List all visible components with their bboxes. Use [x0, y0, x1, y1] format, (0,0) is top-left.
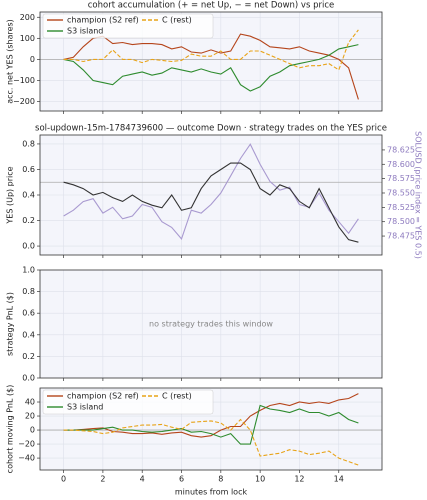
x-tick-label: 12 [294, 475, 304, 484]
y-tick-label: 0.6 [22, 165, 35, 174]
y-tick-label: 0.0 [22, 242, 35, 251]
y-tick-label: −40 [18, 454, 35, 463]
series-line [63, 404, 359, 445]
y-tick-label: 1.0 [22, 266, 35, 275]
y-tick-label: 0.8 [22, 139, 35, 148]
y-axis-label: YES (Up) price [6, 166, 15, 224]
y-tick-label: 0.4 [22, 330, 35, 339]
y-tick-label: 0 [30, 55, 35, 64]
y-axis-label: acc. net YES (shares) [6, 19, 15, 104]
y2-tick-label: 78.500 [387, 217, 415, 226]
y2-axis-label: SOLUSD (price index = YES 0.5) [414, 131, 423, 259]
y2-tick-label: 78.625 [387, 145, 415, 154]
y-tick-label: 0.6 [22, 309, 35, 318]
legend-label: C (rest) [162, 392, 192, 401]
y-tick-label: 20 [25, 412, 35, 421]
y-tick-label: 0.2 [22, 216, 35, 225]
legend-box [42, 13, 214, 39]
legend-label: champion (S2 ref) [67, 16, 139, 25]
x-tick-label: 4 [140, 475, 145, 484]
legend-label: champion (S2 ref) [67, 392, 139, 401]
x-axis-label: minutes from lock [175, 488, 248, 497]
x-tick-label: 2 [100, 475, 105, 484]
plot-area [40, 270, 382, 378]
y2-tick-label: 78.575 [387, 174, 415, 183]
panel-title: sol-updown-15m-1784739600 — outcome Down… [35, 124, 387, 134]
y-tick-label: 0 [30, 426, 35, 435]
legend-label: S3 island [67, 27, 103, 36]
series-line [63, 393, 359, 438]
legend-label: C (rest) [162, 16, 192, 25]
x-tick-label: 6 [179, 475, 184, 484]
y2-tick-label: 78.525 [387, 203, 415, 212]
plot-frame [39, 134, 383, 256]
y2-tick-label: 78.600 [387, 160, 415, 169]
y-tick-label: 40 [25, 398, 35, 407]
legend-label: S3 island [67, 403, 103, 412]
y2-tick-label: 78.475 [387, 232, 415, 241]
y-tick-label: −20 [18, 440, 35, 449]
series-line [63, 418, 359, 466]
plot-frame [39, 269, 383, 379]
y-axis-label: cohort moving PnL ($) [6, 385, 15, 474]
y-tick-label: 100 [20, 34, 35, 43]
y2-tick-label: 78.550 [387, 188, 415, 197]
legend-box [42, 389, 214, 415]
series-line [63, 162, 359, 243]
y-tick-label: 0.0 [22, 374, 35, 383]
y-tick-label: −200 [13, 97, 35, 106]
series-line [63, 29, 359, 71]
y-tick-label: −100 [13, 76, 35, 85]
y-tick-label: 200 [20, 13, 35, 22]
annotation: no strategy trades this window [149, 320, 273, 329]
y-tick-label: 0.2 [22, 352, 35, 361]
panel-title: cohort accumulation (+ = net Up, − = net… [88, 1, 335, 11]
x-tick-label: 8 [218, 475, 223, 484]
series-line [63, 44, 359, 92]
y-tick-label: 0.8 [22, 287, 35, 296]
y-axis-label: strategy PnL ($) [6, 292, 15, 356]
x-tick-label: 0 [61, 475, 66, 484]
x-tick-label: 14 [334, 475, 344, 484]
series-line [63, 33, 359, 100]
y-tick-label: 0.4 [22, 191, 35, 200]
x-tick-label: 10 [255, 475, 265, 484]
plot-frame [39, 387, 383, 471]
plot-frame [39, 11, 383, 112]
